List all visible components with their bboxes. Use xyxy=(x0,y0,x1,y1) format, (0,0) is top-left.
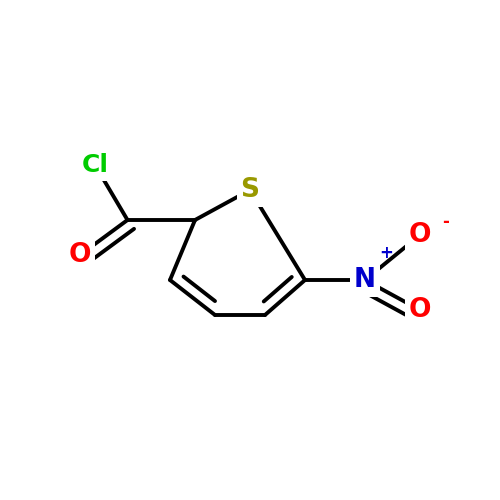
Text: N: N xyxy=(354,267,376,293)
Text: -: - xyxy=(442,213,450,231)
Text: S: S xyxy=(240,177,260,203)
Text: +: + xyxy=(380,244,394,262)
Text: Cl: Cl xyxy=(82,153,108,177)
Text: O: O xyxy=(69,242,91,268)
Text: O: O xyxy=(409,222,431,248)
Text: O: O xyxy=(409,297,431,323)
